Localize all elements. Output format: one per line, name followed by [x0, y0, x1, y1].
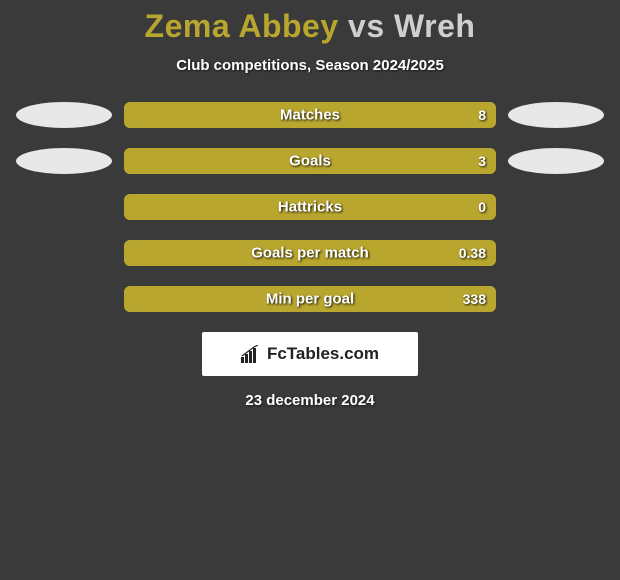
bar-value-right: 8: [478, 107, 486, 123]
stat-row: Matches8: [0, 102, 620, 128]
stat-rows: Matches8Goals3Hattricks0Goals per match0…: [0, 102, 620, 312]
stat-bar: Goals3: [124, 148, 496, 174]
left-ellipse: [16, 148, 112, 174]
title-player1: Zema Abbey: [145, 8, 339, 44]
stat-bar: Goals per match0.38: [124, 240, 496, 266]
bar-label: Goals per match: [124, 245, 496, 262]
logo-text: FcTables.com: [267, 344, 379, 364]
right-ellipse: [508, 102, 604, 128]
subtitle: Club competitions, Season 2024/2025: [0, 57, 620, 74]
logo: FcTables.com: [241, 344, 379, 364]
title-vs: vs: [348, 8, 385, 44]
bar-value-right: 0.38: [459, 245, 486, 261]
left-ellipse: [16, 102, 112, 128]
logo-box: FcTables.com: [202, 332, 418, 376]
stat-row: Goals per match0.38: [0, 240, 620, 266]
right-ellipse: [508, 148, 604, 174]
bar-label: Goals: [124, 153, 496, 170]
page-title: Zema Abbey vs Wreh: [0, 8, 620, 45]
bar-label: Matches: [124, 107, 496, 124]
stat-row: Goals3: [0, 148, 620, 174]
bar-label: Min per goal: [124, 291, 496, 308]
bar-value-right: 3: [478, 153, 486, 169]
stat-row: Min per goal338: [0, 286, 620, 312]
bar-value-right: 0: [478, 199, 486, 215]
bar-label: Hattricks: [124, 199, 496, 216]
stat-bar: Hattricks0: [124, 194, 496, 220]
infographic-container: Zema Abbey vs Wreh Club competitions, Se…: [0, 0, 620, 409]
date: 23 december 2024: [0, 392, 620, 409]
title-player2: Wreh: [394, 8, 475, 44]
stat-bar: Min per goal338: [124, 286, 496, 312]
stat-row: Hattricks0: [0, 194, 620, 220]
stat-bar: Matches8: [124, 102, 496, 128]
bar-value-right: 338: [463, 291, 486, 307]
bar-chart-icon: [241, 345, 261, 363]
